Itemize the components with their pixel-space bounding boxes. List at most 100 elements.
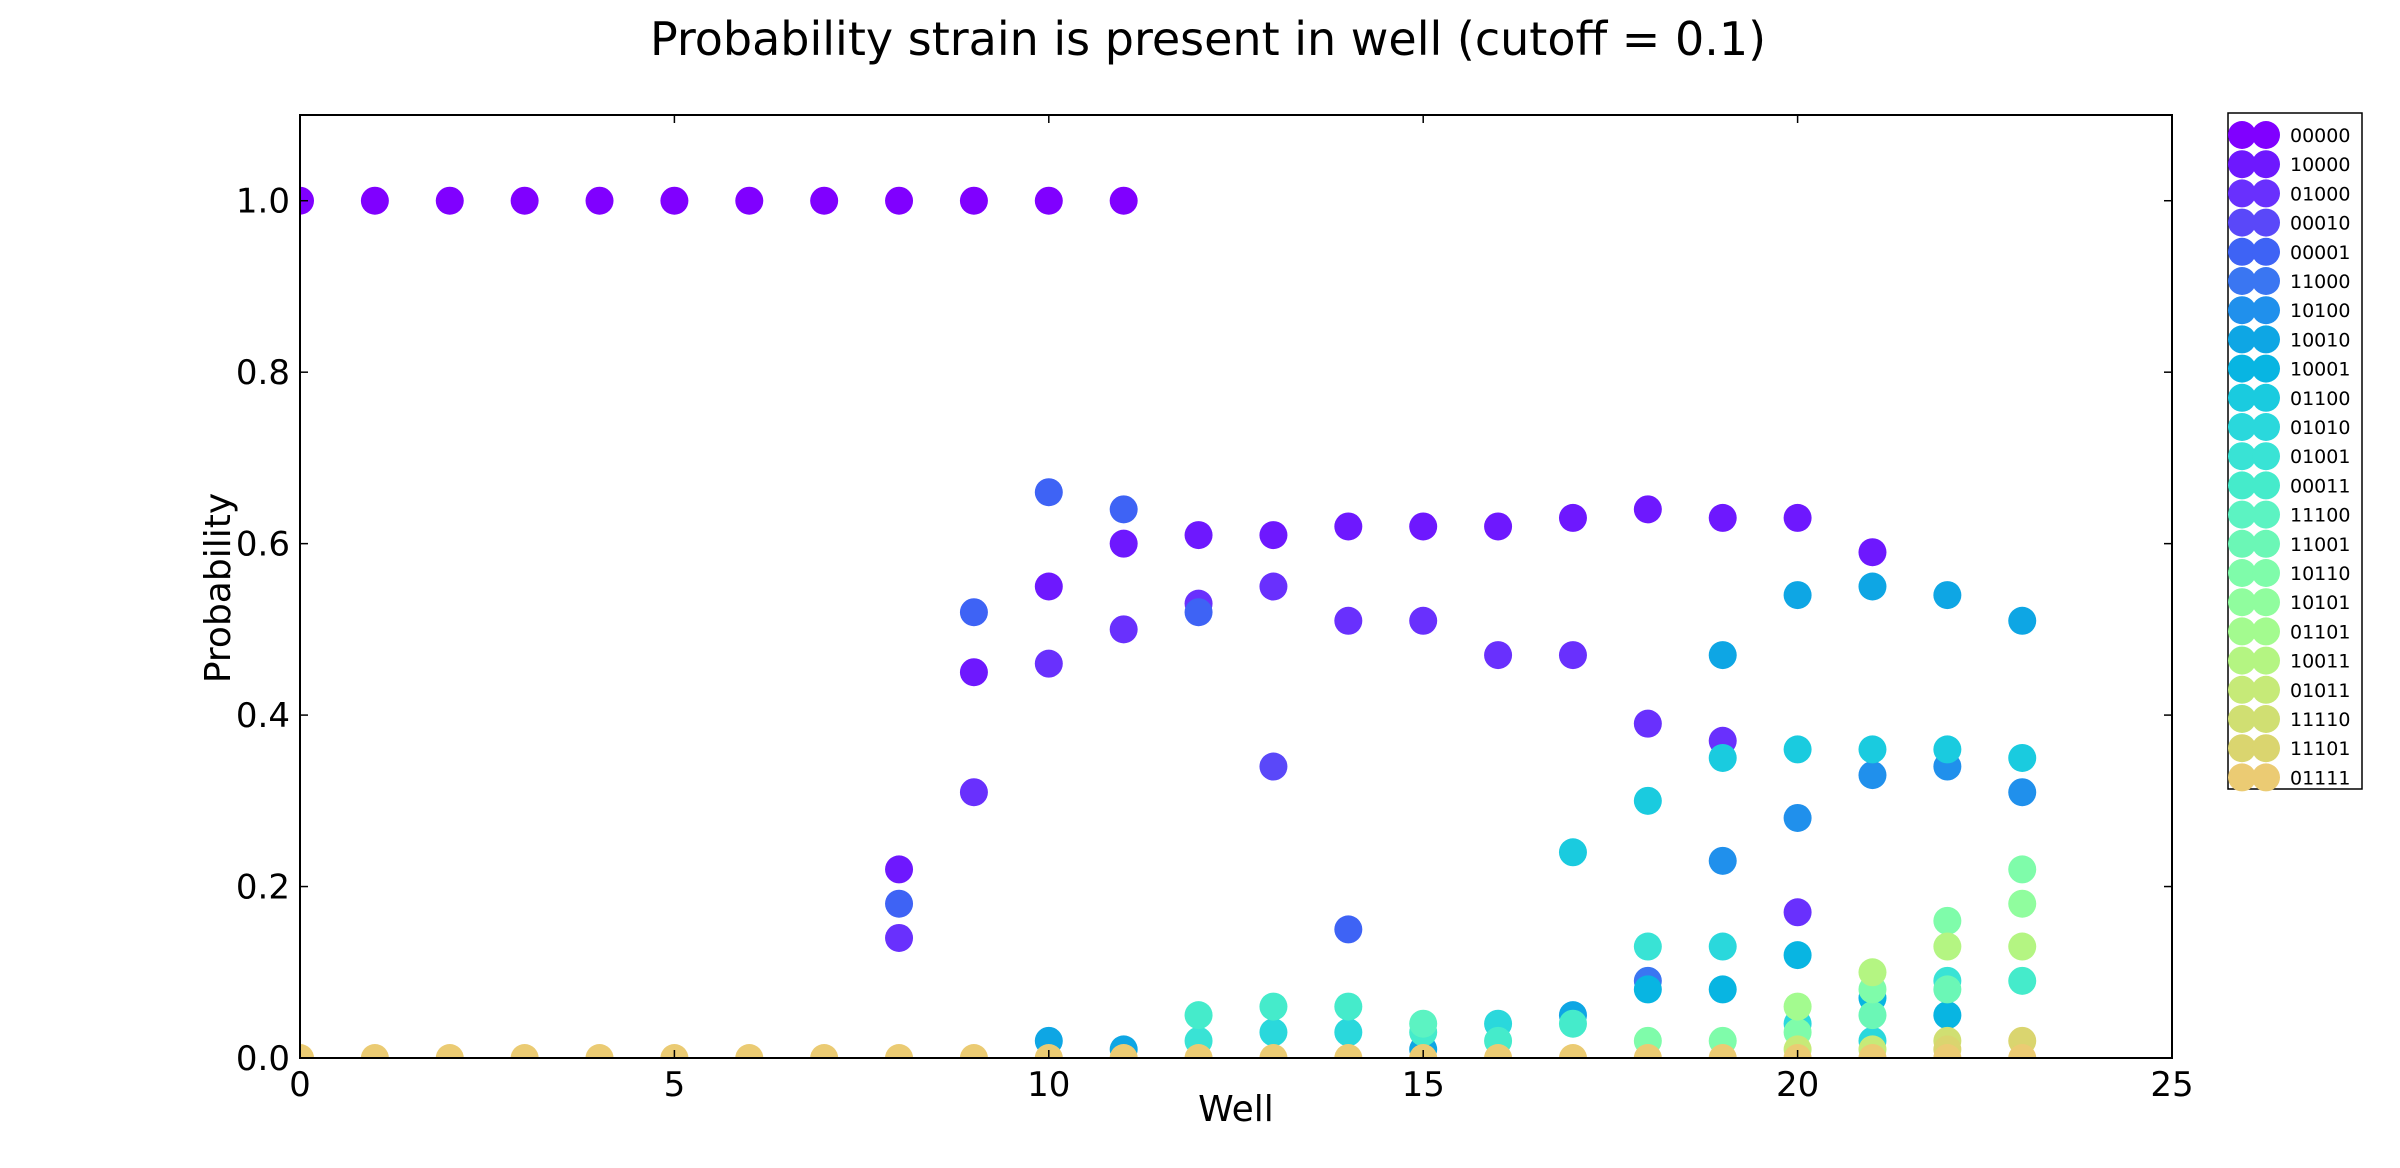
legend-label: 01101 — [2290, 621, 2350, 643]
data-point — [1558, 641, 1587, 670]
data-point — [1184, 598, 1213, 627]
legend-marker — [2252, 588, 2280, 617]
data-point — [1409, 606, 1438, 635]
data-point — [1783, 803, 1812, 832]
points-layer — [300, 186, 2037, 1058]
data-point — [1933, 1001, 1962, 1030]
data-point — [1633, 1044, 1662, 1058]
legend-marker — [2228, 121, 2256, 149]
legend-marker — [2252, 617, 2280, 646]
data-point — [1109, 186, 1138, 215]
legend-entry: 01000 — [2228, 179, 2350, 208]
legend-marker — [2228, 354, 2256, 383]
data-point — [1409, 1009, 1438, 1038]
data-point — [1858, 958, 1887, 987]
x-tick-label: 0 — [289, 1065, 311, 1105]
data-point — [1633, 709, 1662, 738]
legend-entry: 01101 — [2228, 617, 2350, 646]
plot-area — [300, 115, 2172, 1058]
legend-marker — [2252, 705, 2280, 733]
data-point — [810, 186, 839, 215]
legend-entry: 00011 — [2228, 471, 2350, 500]
series-00000 — [300, 186, 1138, 215]
legend-label: 00001 — [2290, 242, 2350, 264]
data-point — [1708, 846, 1737, 875]
data-point — [1558, 1009, 1587, 1038]
legend-marker — [2252, 267, 2280, 295]
series-00010 — [1259, 752, 1288, 781]
x-tick-label: 25 — [2150, 1065, 2193, 1105]
data-point — [2008, 889, 2037, 918]
ticks-layer: 0 5 10 15 20 25 0.0 0.2 0.4 0.6 0.8 1.0 — [236, 115, 2194, 1105]
legend-marker — [2252, 208, 2280, 237]
y-axis-label: Probability — [198, 493, 239, 683]
data-point — [1783, 992, 1812, 1021]
data-point — [1109, 1044, 1138, 1058]
legend-marker — [2252, 471, 2280, 500]
series-01000 — [885, 572, 1812, 952]
y-tick-label: 0.8 — [236, 353, 290, 393]
legend-label: 01100 — [2290, 388, 2350, 410]
legend-entry: 00010 — [2228, 208, 2350, 237]
series-10011 — [1858, 932, 2037, 987]
legend-entry: 01111 — [2228, 763, 2350, 792]
series-11100 — [1409, 1009, 1438, 1038]
legend-label: 10010 — [2290, 329, 2350, 351]
legend-marker — [2252, 646, 2280, 675]
data-point — [2008, 855, 2037, 884]
data-point — [1484, 512, 1513, 541]
data-point — [1633, 975, 1662, 1004]
data-point — [1034, 649, 1063, 678]
data-point — [1783, 503, 1812, 532]
legend-marker — [2228, 471, 2256, 500]
data-point — [1109, 615, 1138, 644]
data-point — [885, 186, 914, 215]
data-point — [1783, 941, 1812, 970]
x-axis-label: Well — [1198, 1089, 1274, 1130]
data-point — [1558, 838, 1587, 867]
data-point — [1933, 975, 1962, 1004]
y-tick-label: 0.4 — [236, 696, 290, 736]
legend-marker — [2228, 442, 2256, 471]
legend-marker — [2252, 529, 2280, 558]
data-point — [959, 598, 988, 627]
data-point — [1708, 932, 1737, 961]
legend-marker — [2228, 763, 2256, 792]
data-point — [810, 1044, 839, 1058]
legend-label: 00010 — [2290, 213, 2350, 235]
data-point — [1184, 521, 1213, 550]
data-point — [1933, 1044, 1962, 1058]
data-point — [1708, 743, 1737, 772]
data-point — [1259, 572, 1288, 601]
legend-entry: 10011 — [2228, 646, 2350, 675]
legend-marker — [2252, 150, 2280, 179]
data-point — [1933, 932, 1962, 961]
legend-entry: 00000 — [2228, 121, 2350, 149]
data-point — [1783, 581, 1812, 610]
data-point — [1858, 538, 1887, 567]
legend-label: 10011 — [2290, 651, 2350, 673]
data-point — [660, 186, 689, 215]
data-point — [1558, 503, 1587, 532]
legend-marker — [2252, 383, 2280, 412]
legend-marker — [2252, 354, 2280, 383]
data-point — [1109, 529, 1138, 558]
data-point — [2008, 1044, 2037, 1058]
chart-title: Probability strain is present in well (c… — [650, 12, 1766, 66]
data-point — [435, 186, 464, 215]
legend-marker — [2252, 121, 2280, 149]
data-point — [2008, 932, 2037, 961]
data-point — [360, 1044, 389, 1058]
legend-marker — [2228, 237, 2256, 266]
data-point — [1933, 581, 1962, 610]
data-point — [2008, 966, 2037, 995]
data-point — [360, 186, 389, 215]
data-point — [1034, 478, 1063, 507]
legend-marker — [2252, 179, 2280, 208]
legend-label: 00000 — [2290, 125, 2350, 147]
y-tick-label: 1.0 — [236, 182, 290, 222]
legend-marker — [2228, 588, 2256, 617]
legend-label: 10101 — [2290, 592, 2350, 614]
legend-entry: 10010 — [2228, 325, 2350, 354]
legend-entry: 11001 — [2228, 529, 2350, 558]
